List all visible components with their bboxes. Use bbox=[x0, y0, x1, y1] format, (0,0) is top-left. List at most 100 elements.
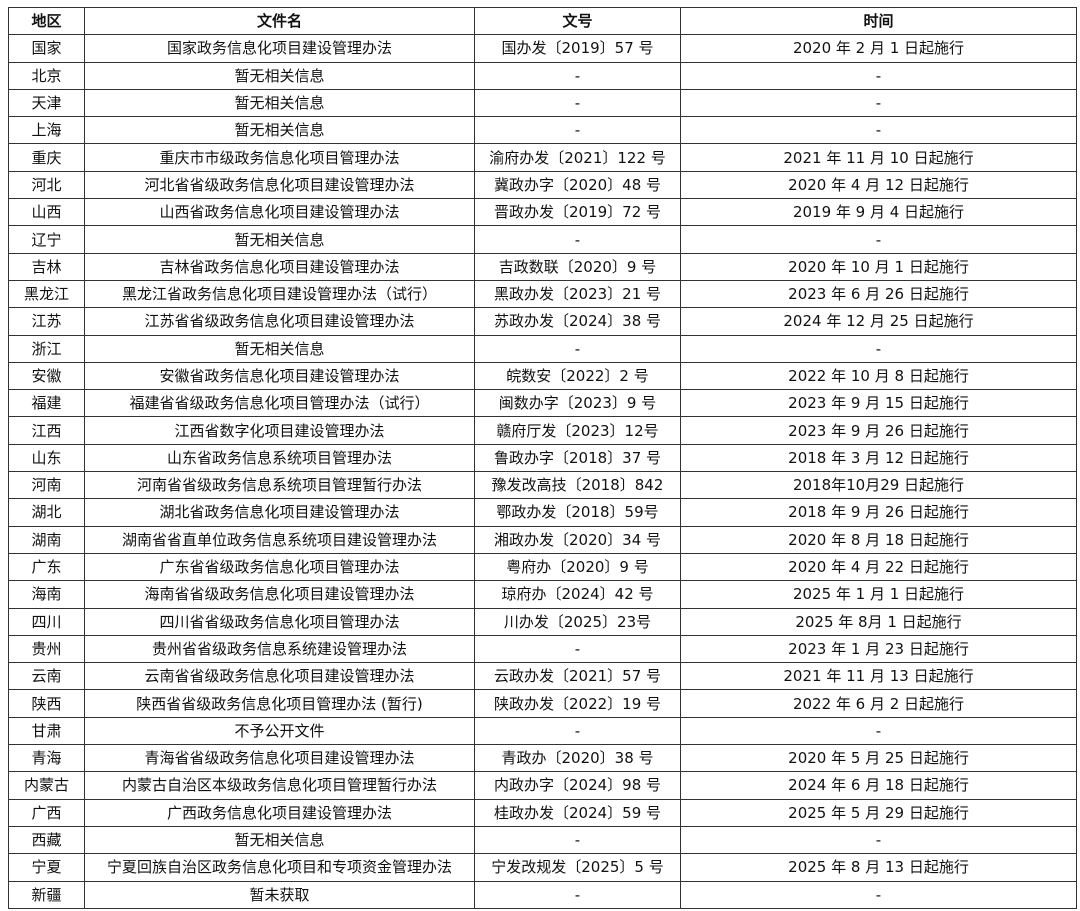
cell-time: 2022 年 6 月 2 日起施行 bbox=[680, 689, 1077, 718]
cell-filename: 陕西省省级政务信息化项目管理办法 (暂行) bbox=[84, 689, 475, 718]
cell-time: 2021 年 11 月 13 日起施行 bbox=[680, 662, 1077, 691]
cell-region: 海南 bbox=[8, 580, 85, 609]
cell-time: 2021 年 11 月 10 日起施行 bbox=[680, 143, 1077, 172]
cell-doc-number: 宁发改规发〔2025〕5 号 bbox=[474, 853, 681, 882]
header-region: 地区 bbox=[8, 6, 85, 36]
table-row: 河南 河南省省级政务信息系统项目管理暂行办法 豫发改高技〔2018〕842 2018年… bbox=[8, 471, 1077, 500]
cell-doc-number: 粤府办〔2020〕9 号 bbox=[474, 552, 681, 582]
cell-time: 2020 年 8 月 18 日起施行 bbox=[680, 525, 1077, 554]
cell-time: 2018 年 3 月 12 日起施行 bbox=[680, 443, 1077, 473]
cell-region: 西藏 bbox=[8, 825, 85, 855]
table-row: 福建 福建省省级政务信息化项目管理办法（试行） 闽数办字〔2023〕9 号 2023 … bbox=[8, 389, 1077, 418]
cell-doc-number: - bbox=[474, 825, 681, 855]
cell-time: 2023 年 6 月 26 日起施行 bbox=[680, 279, 1077, 309]
header-row: 地区 文件名 文号 时间 bbox=[8, 6, 1077, 36]
cell-region: 广西 bbox=[8, 798, 85, 827]
cell-time: 2025 年 8 月 13 日起施行 bbox=[680, 853, 1077, 882]
cell-filename: 暂无相关信息 bbox=[84, 61, 475, 90]
cell-filename: 海南省省级政务信息化项目建设管理办法 bbox=[84, 580, 475, 609]
table-row: 新疆 暂未获取 - - bbox=[8, 880, 1077, 909]
cell-region: 贵州 bbox=[8, 634, 85, 664]
table-row: 江苏 江苏省省级政务信息化项目建设管理办法 苏政办发〔2024〕38 号 2024 年… bbox=[8, 307, 1077, 336]
table-row: 山东 山东省政务信息系统项目管理办法 鲁政办字〔2018〕37 号 2018 年 3 … bbox=[8, 443, 1077, 473]
cell-doc-number: 川办发〔2025〕23号 bbox=[474, 607, 681, 636]
cell-time: 2025 年 5 月 29 日起施行 bbox=[680, 798, 1077, 827]
cell-doc-number: - bbox=[474, 116, 681, 145]
cell-region: 辽宁 bbox=[8, 225, 85, 254]
cell-filename: 宁夏回族自治区政务信息化项目和专项资金管理办法 bbox=[84, 853, 475, 882]
cell-filename: 河北省省级政务信息化项目建设管理办法 bbox=[84, 170, 475, 200]
table-row: 内蒙古 内蒙古自治区本级政务信息化项目管理暂行办法 内政办字〔2024〕98 号 20… bbox=[8, 771, 1077, 800]
cell-doc-number: 鄂政办发〔2018〕59号 bbox=[474, 498, 681, 527]
cell-time: 2019 年 9 月 4 日起施行 bbox=[680, 198, 1077, 227]
cell-region: 福建 bbox=[8, 389, 85, 418]
cell-doc-number: 国办发〔2019〕57 号 bbox=[474, 34, 681, 63]
cell-filename: 安徽省政务信息化项目建设管理办法 bbox=[84, 361, 475, 391]
cell-region: 天津 bbox=[8, 88, 85, 118]
cell-doc-number: 皖数安〔2022〕2 号 bbox=[474, 361, 681, 391]
cell-doc-number: - bbox=[474, 634, 681, 664]
cell-doc-number: 黑政办发〔2023〕21 号 bbox=[474, 279, 681, 309]
cell-time: - bbox=[680, 88, 1077, 118]
cell-time: 2020 年 5 月 25 日起施行 bbox=[680, 744, 1077, 773]
cell-region: 山西 bbox=[8, 198, 85, 227]
cell-region: 江苏 bbox=[8, 307, 85, 336]
cell-filename: 暂无相关信息 bbox=[84, 116, 475, 145]
cell-filename: 暂无相关信息 bbox=[84, 825, 475, 855]
table-row: 国家 国家政务信息化项目建设管理办法 国办发〔2019〕57 号 2020 年 2 月… bbox=[8, 34, 1077, 63]
cell-filename: 暂无相关信息 bbox=[84, 88, 475, 118]
cell-filename: 湖北省政务信息化项目建设管理办法 bbox=[84, 498, 475, 527]
cell-doc-number: 闽数办字〔2023〕9 号 bbox=[474, 389, 681, 418]
cell-region: 青海 bbox=[8, 744, 85, 773]
cell-doc-number: - bbox=[474, 334, 681, 363]
cell-region: 上海 bbox=[8, 116, 85, 145]
cell-doc-number: 冀政办字〔2020〕48 号 bbox=[474, 170, 681, 200]
cell-time: - bbox=[680, 825, 1077, 855]
cell-region: 黑龙江 bbox=[8, 279, 85, 309]
cell-time: 2020 年 4 月 22 日起施行 bbox=[680, 552, 1077, 582]
cell-filename: 湖南省省直单位政务信息系统项目建设管理办法 bbox=[84, 525, 475, 554]
cell-filename: 重庆市市级政务信息化项目管理办法 bbox=[84, 143, 475, 172]
header-filename: 文件名 bbox=[84, 6, 475, 36]
table-row: 黑龙江 黑龙江省政务信息化项目建设管理办法（试行） 黑政办发〔2023〕21 号 20… bbox=[8, 279, 1077, 309]
table-row: 海南 海南省省级政务信息化项目建设管理办法 琼府办〔2024〕42 号 2025 年 … bbox=[8, 580, 1077, 609]
cell-doc-number: 苏政办发〔2024〕38 号 bbox=[474, 307, 681, 336]
cell-doc-number: 吉政数联〔2020〕9 号 bbox=[474, 252, 681, 281]
cell-region: 湖南 bbox=[8, 525, 85, 554]
cell-filename: 暂无相关信息 bbox=[84, 334, 475, 363]
cell-filename: 山东省政务信息系统项目管理办法 bbox=[84, 443, 475, 473]
cell-doc-number: - bbox=[474, 225, 681, 254]
cell-time: 2020 年 2 月 1 日起施行 bbox=[680, 34, 1077, 63]
cell-region: 山东 bbox=[8, 443, 85, 473]
cell-region: 河南 bbox=[8, 471, 85, 500]
table-row: 辽宁 暂无相关信息 - - bbox=[8, 225, 1077, 254]
cell-region: 内蒙古 bbox=[8, 771, 85, 800]
cell-time: 2024 年 6 月 18 日起施行 bbox=[680, 771, 1077, 800]
cell-doc-number: - bbox=[474, 880, 681, 909]
cell-doc-number: 内政办字〔2024〕98 号 bbox=[474, 771, 681, 800]
table-row: 广东 广东省省级政务信息化项目管理办法 粤府办〔2020〕9 号 2020 年 4 月… bbox=[8, 552, 1077, 582]
cell-time: - bbox=[680, 61, 1077, 90]
table-row: 广西 广西政务信息化项目建设管理办法 桂政办发〔2024〕59 号 2025 年 5 … bbox=[8, 798, 1077, 827]
cell-time: 2022 年 10 月 8 日起施行 bbox=[680, 361, 1077, 391]
cell-filename: 广东省省级政务信息化项目管理办法 bbox=[84, 552, 475, 582]
cell-region: 陕西 bbox=[8, 689, 85, 718]
cell-region: 北京 bbox=[8, 61, 85, 90]
table-row: 贵州 贵州省省级政务信息系统建设管理办法 -2023 年 1 月 23 日起施行 bbox=[8, 634, 1077, 664]
cell-region: 宁夏 bbox=[8, 853, 85, 882]
cell-time: 2018年10月29 日起施行 bbox=[680, 471, 1077, 500]
cell-filename: 黑龙江省政务信息化项目建设管理办法（试行） bbox=[84, 279, 475, 309]
cell-time: - bbox=[680, 716, 1077, 746]
cell-time: 2025 年 8月 1 日起施行 bbox=[680, 607, 1077, 636]
table-row: 吉林 吉林省政务信息化项目建设管理办法 吉政数联〔2020〕9 号 2020 年 10… bbox=[8, 252, 1077, 281]
cell-filename: 不予公开文件 bbox=[84, 716, 475, 746]
cell-doc-number: 琼府办〔2024〕42 号 bbox=[474, 580, 681, 609]
cell-filename: 广西政务信息化项目建设管理办法 bbox=[84, 798, 475, 827]
cell-doc-number: - bbox=[474, 61, 681, 90]
table-row: 天津 暂无相关信息 - - bbox=[8, 88, 1077, 118]
cell-filename: 福建省省级政务信息化项目管理办法（试行） bbox=[84, 389, 475, 418]
table-row: 江西 江西省数字化项目建设管理办法 赣府厅发〔2023〕12号 2023 年 9 月 … bbox=[8, 416, 1077, 445]
cell-doc-number: - bbox=[474, 716, 681, 746]
cell-time: 2024 年 12 月 25 日起施行 bbox=[680, 307, 1077, 336]
cell-filename: 吉林省政务信息化项目建设管理办法 bbox=[84, 252, 475, 281]
